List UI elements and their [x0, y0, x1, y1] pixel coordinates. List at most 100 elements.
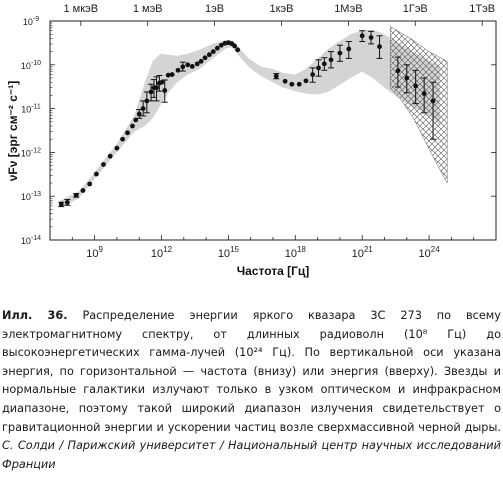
data-point-marker: [413, 83, 419, 89]
data-point-marker: [206, 52, 212, 58]
data-point: [198, 58, 204, 64]
data-point: [143, 91, 150, 114]
data-point: [64, 199, 71, 206]
data-point: [206, 52, 212, 58]
data-point: [159, 79, 165, 85]
data-point-marker: [377, 44, 382, 50]
data-point: [73, 192, 80, 198]
y-tick-exponent: -9: [33, 16, 39, 23]
x-tick-label: 1015: [218, 245, 240, 260]
y-tick-label: 10-11: [21, 104, 41, 115]
top-energy-tick-label: 1МэВ: [334, 3, 362, 15]
caption-credit: С. Солди / Парижский университет / Нацио…: [2, 439, 501, 471]
x-tick-label: 109: [86, 245, 103, 260]
x-tick-exponent: 12: [163, 245, 172, 254]
data-point: [210, 49, 216, 55]
data-point-marker: [169, 72, 175, 77]
x-tick-label: 1024: [419, 245, 441, 260]
data-point: [148, 83, 155, 102]
data-point-marker: [130, 123, 135, 129]
data-point-marker: [359, 33, 365, 39]
data-point-marker: [140, 106, 146, 111]
data-point-marker: [73, 192, 79, 198]
data-point: [93, 171, 99, 177]
data-point: [156, 74, 163, 92]
data-point-marker: [148, 89, 154, 95]
data-point-marker: [185, 62, 191, 68]
y-axis-label: νFν [эрг см⁻² с⁻¹]: [6, 81, 20, 182]
x-tick-exponent: 9: [98, 245, 103, 254]
data-point: [107, 153, 113, 159]
data-points-layer: [58, 30, 437, 208]
data-point-marker: [58, 201, 64, 207]
data-point: [101, 162, 106, 167]
data-point: [120, 136, 125, 142]
data-point-marker: [316, 65, 321, 71]
data-point-marker: [144, 98, 150, 104]
data-point: [359, 30, 366, 43]
x-tick-label: 1021: [352, 245, 374, 260]
data-point: [114, 145, 120, 151]
caption-text: Распределение энергии яркого квазара 3C …: [2, 309, 501, 434]
data-point-marker: [189, 63, 195, 69]
x-axis-label: Частота [Гц]: [237, 264, 310, 278]
data-point: [87, 181, 93, 187]
data-point: [161, 79, 168, 103]
data-point-marker: [107, 153, 113, 159]
sed-chart: 109 1012 1015 1018 1021 1024 10-9 10-10 10-11 10-…: [6, 3, 497, 278]
x-tick-exponent: 18: [297, 245, 306, 254]
x-tick-label: 1012: [151, 245, 173, 260]
y-tick-exponent: -12: [31, 147, 41, 154]
data-point: [179, 61, 186, 72]
data-point: [328, 51, 335, 69]
data-point-marker: [404, 75, 410, 81]
data-point-marker: [194, 61, 200, 67]
data-point-marker: [120, 136, 125, 142]
top-energy-tick-label: 1 мэВ: [133, 3, 163, 15]
data-point: [403, 64, 410, 94]
top-energy-tick-label: 1ТэВ: [469, 3, 495, 15]
x-tick-exponent: 24: [431, 245, 440, 254]
data-point-marker: [282, 78, 288, 84]
data-point: [175, 67, 181, 73]
data-point: [214, 45, 220, 51]
data-point-marker: [165, 72, 171, 78]
data-point: [394, 56, 401, 88]
data-point: [58, 201, 65, 208]
shaded-band-layer: [60, 29, 440, 208]
data-point-marker: [114, 145, 120, 151]
data-point: [202, 55, 208, 61]
data-point-marker: [328, 57, 334, 63]
data-point: [321, 57, 328, 71]
y-tick-exponent: -14: [31, 235, 41, 242]
data-point-marker: [125, 130, 130, 136]
data-point: [296, 81, 302, 87]
data-point-marker: [180, 64, 186, 70]
data-point: [125, 130, 130, 136]
top-energy-tick-label: 1ГэВ: [403, 3, 428, 15]
data-point-marker: [214, 45, 220, 51]
y-tick-label: 10-10: [21, 60, 41, 71]
data-point: [412, 69, 419, 105]
data-point: [345, 41, 352, 59]
data-point: [430, 81, 437, 140]
data-point-marker: [296, 81, 302, 87]
data-point-marker: [273, 73, 279, 79]
data-point-marker: [154, 85, 159, 91]
data-point-marker: [235, 47, 241, 53]
data-point-marker: [101, 162, 106, 167]
top-energy-tick-label: 1 мкэВ: [63, 3, 98, 15]
data-point-marker: [80, 188, 86, 193]
y-tick-label: 10-13: [21, 191, 41, 202]
data-point-marker: [368, 35, 374, 40]
data-point-marker: [346, 46, 352, 52]
data-point-marker: [430, 98, 436, 104]
data-point-marker: [93, 171, 99, 177]
data-point-marker: [202, 55, 208, 61]
data-point: [309, 67, 316, 83]
x-tick-exponent: 15: [230, 245, 239, 254]
data-point: [189, 63, 195, 69]
data-point-marker: [64, 200, 70, 205]
data-point-marker: [175, 67, 181, 73]
top-energy-tick-label: 1кэВ: [269, 3, 293, 15]
